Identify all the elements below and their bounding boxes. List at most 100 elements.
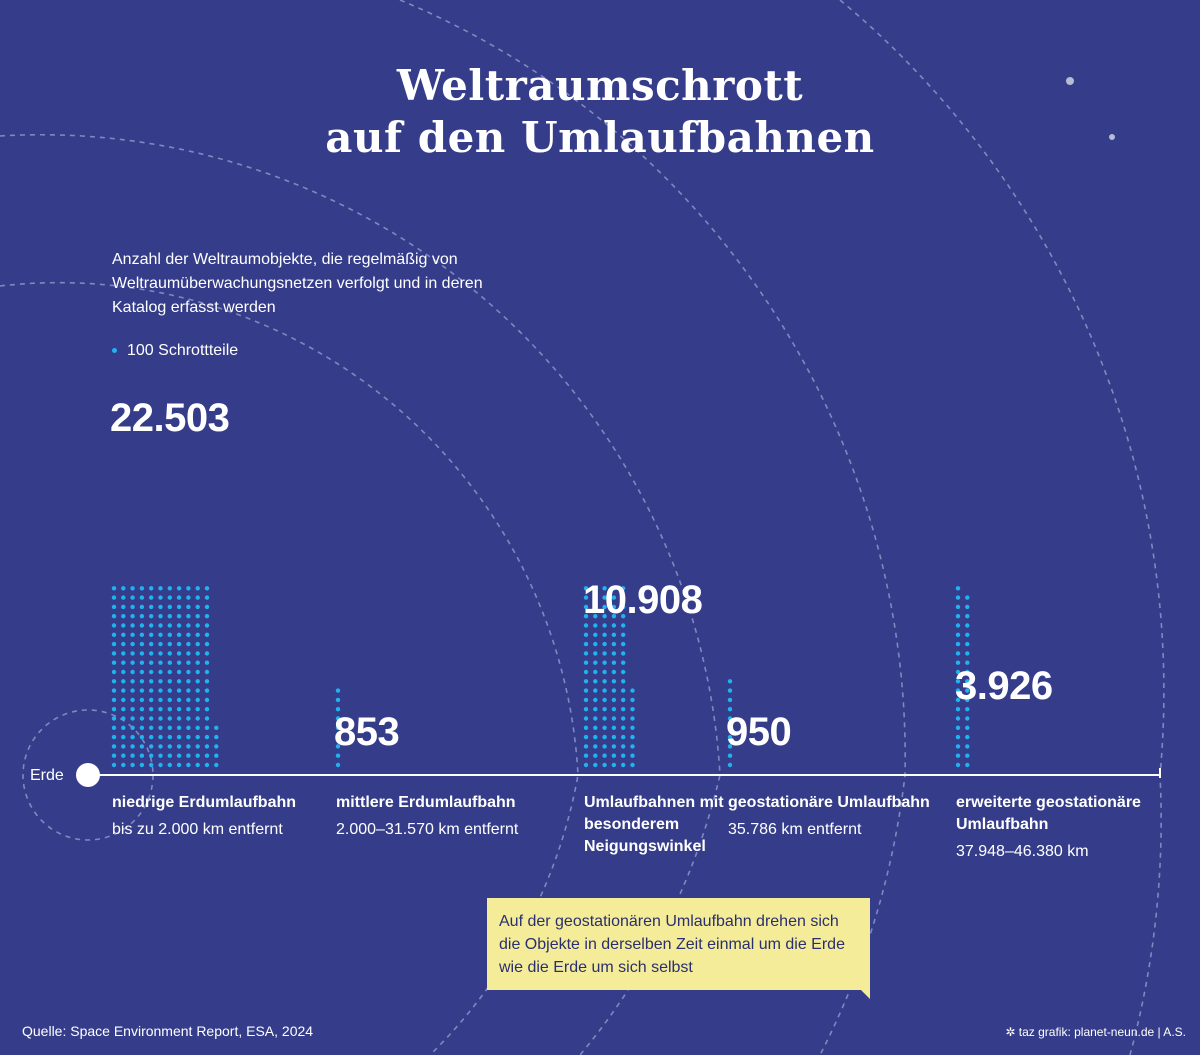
- debris-dot: [130, 707, 135, 712]
- debris-dot: [335, 762, 341, 768]
- category-leo: niedrige Erdumlaufbahn bis zu 2.000 km e…: [112, 792, 312, 842]
- debris-dot: [965, 604, 970, 610]
- debris-dot: [139, 632, 145, 637]
- callout-pointer: [860, 989, 870, 999]
- legend-label: 100 Schrottteile: [127, 342, 239, 359]
- category-name: erweiterte geostationäre Umlaufbahn: [956, 794, 1141, 833]
- orbit-ring-4: [839, 0, 1165, 1055]
- debris-dot: [204, 623, 210, 628]
- debris-dot: [195, 716, 200, 721]
- debris-dot: [204, 614, 210, 619]
- debris-dot: [583, 679, 589, 684]
- debris-dot: [630, 688, 635, 693]
- debris-dot: [602, 614, 607, 619]
- debris-dot: [621, 623, 626, 628]
- debris-dot: [139, 697, 145, 703]
- debris-dot: [583, 586, 589, 591]
- debris-dot: [176, 753, 182, 758]
- debris-dot: [111, 595, 117, 600]
- debris-dot: [149, 660, 154, 665]
- debris-dot: [176, 651, 182, 656]
- debris-dot: [621, 725, 626, 730]
- debris-dot: [121, 679, 126, 684]
- debris-dot: [727, 725, 733, 730]
- debris-dot: [176, 660, 182, 665]
- debris-dot: [149, 623, 154, 628]
- credit-note: ✲ taz grafik: planet-neun.de | A.S.: [1005, 1024, 1186, 1040]
- debris-dot: [167, 651, 172, 656]
- debris-dot: [167, 669, 172, 675]
- debris-dot: [583, 614, 589, 619]
- debris-dot: [611, 614, 617, 619]
- debris-dot: [130, 660, 135, 665]
- debris-dot: [204, 595, 210, 600]
- debris-dot: [335, 688, 341, 693]
- debris-dot: [167, 716, 172, 721]
- debris-dot: [186, 679, 191, 684]
- debris-dot: [139, 623, 145, 628]
- debris-dot: [139, 651, 145, 656]
- debris-dot: [727, 688, 733, 693]
- debris-dot: [602, 632, 607, 637]
- debris-dot: [583, 716, 589, 721]
- debris-dot: [621, 679, 626, 684]
- debris-dot: [593, 595, 598, 600]
- debris-dot: [602, 707, 607, 712]
- debris-dot: [130, 734, 135, 740]
- debris-dot: [602, 586, 607, 591]
- debris-dot: [149, 604, 154, 610]
- debris-dot: [149, 725, 154, 730]
- debris-dot: [630, 753, 635, 758]
- debris-dot: [121, 734, 126, 740]
- debris-dot: [621, 595, 626, 600]
- debris-dot: [204, 679, 210, 684]
- debris-dot: [204, 604, 210, 610]
- debris-dot: [602, 725, 607, 730]
- debris-dot: [727, 753, 733, 758]
- debris-dot: [621, 753, 626, 758]
- debris-dot: [965, 716, 970, 721]
- debris-dot: [121, 632, 126, 637]
- category-name: geostationäre Umlaufbahn: [728, 794, 930, 811]
- debris-dot: [611, 762, 617, 768]
- debris-dot: [111, 762, 117, 768]
- debris-dot: [158, 586, 163, 591]
- debris-dot: [965, 660, 970, 665]
- debris-dot: [130, 614, 135, 619]
- debris-dot: [621, 669, 626, 675]
- debris-dot: [186, 595, 191, 600]
- debris-dot: [593, 586, 598, 591]
- debris-dot: [139, 660, 145, 665]
- debris-dot: [630, 716, 635, 721]
- debris-dot: [593, 716, 598, 721]
- debris-dot: [602, 734, 607, 740]
- debris-dot: [335, 725, 341, 730]
- debris-dot: [583, 651, 589, 656]
- debris-dot: [583, 762, 589, 768]
- debris-dot: [727, 697, 733, 703]
- debris-dot: [204, 669, 210, 675]
- debris-dot: [602, 595, 607, 600]
- debris-dot: [195, 641, 200, 647]
- debris-dot: [214, 753, 219, 758]
- debris-dot: [158, 762, 163, 768]
- debris-dot: [602, 669, 607, 675]
- debris-dot: [121, 744, 126, 749]
- debris-dot: [204, 641, 210, 647]
- debris-dot: [167, 688, 172, 693]
- debris-dot: [965, 707, 970, 712]
- debris-dot: [214, 762, 219, 768]
- dot-bar-2: [583, 586, 635, 768]
- debris-dot: [602, 753, 607, 758]
- debris-dot: [149, 707, 154, 712]
- debris-dot: [139, 604, 145, 610]
- debris-dot: [111, 725, 117, 730]
- debris-dot: [139, 586, 145, 591]
- debris-dot: [583, 697, 589, 703]
- debris-dot: [111, 586, 117, 591]
- debris-dot: [965, 623, 970, 628]
- debris-dot: [130, 651, 135, 656]
- debris-dot: [130, 744, 135, 749]
- debris-dot: [111, 623, 117, 628]
- debris-dot: [204, 725, 210, 730]
